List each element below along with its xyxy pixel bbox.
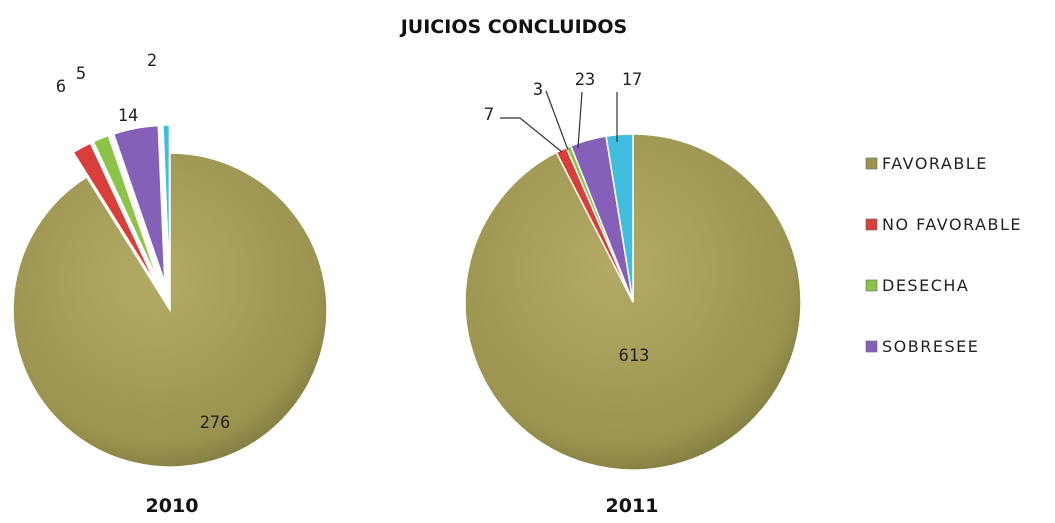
legend-label-no-favorable: NO FAVORABLE (882, 215, 1022, 234)
slice-2010-favorable (12, 152, 328, 468)
slice-2010-no-favorable (72, 142, 158, 286)
legend: FAVORABLE NO FAVORABLE DESECHA SOBRESEE (865, 154, 1022, 356)
legend-swatch-favorable (865, 157, 878, 170)
leader-line-2011-3 (577, 91, 583, 149)
pies-group: 276 65 14 2 2010 613 7 3 23 17 2011 (12, 51, 802, 517)
data-label-2010-3: 5 (76, 64, 86, 84)
legend-label-sobresee: SOBRESEE (882, 337, 979, 356)
data-label-2010-4: 14 (118, 106, 138, 126)
legend-swatch-desecha (865, 279, 878, 292)
legend-swatch-sobresee (865, 340, 878, 353)
leader-line-2011-2 (545, 90, 569, 151)
data-label-2011-1: 613 (619, 346, 650, 366)
legend-item-no-favorable: NO FAVORABLE (865, 215, 1022, 234)
slice-2010-sobresee (112, 124, 166, 283)
legend-label-favorable: FAVORABLE (882, 154, 988, 173)
slice-2010-desecha (92, 134, 161, 285)
chart-title: JUICIOS CONCLUIDOS (399, 16, 628, 38)
legend-swatch-no-favorable (865, 218, 878, 231)
year-label-2010: 2010 (146, 495, 199, 517)
legend-item-desecha: DESECHA (865, 276, 969, 295)
legend-item-favorable: FAVORABLE (865, 154, 988, 173)
year-label-2011: 2011 (606, 495, 659, 517)
slice-2011-slice-5 (605, 133, 634, 303)
data-label-2011-5: 17 (622, 70, 642, 90)
data-label-2010-2: 6 (56, 77, 66, 97)
leader-line-2011-1 (500, 117, 563, 153)
pie-2010: 276 65 14 2 2010 (12, 51, 328, 517)
data-label-2011-3: 3 (533, 80, 543, 100)
data-label-2011-2: 7 (484, 105, 494, 125)
legend-label-desecha: DESECHA (882, 276, 969, 295)
slice-2010-slice-5 (162, 124, 171, 283)
pie-2011: 613 7 3 23 17 2011 (464, 70, 802, 517)
data-label-2011-4: 23 (575, 70, 595, 90)
legend-item-sobresee: SOBRESEE (865, 337, 979, 356)
data-label-2010-1: 276 (200, 413, 231, 433)
data-label-2010-5: 2 (147, 51, 157, 71)
